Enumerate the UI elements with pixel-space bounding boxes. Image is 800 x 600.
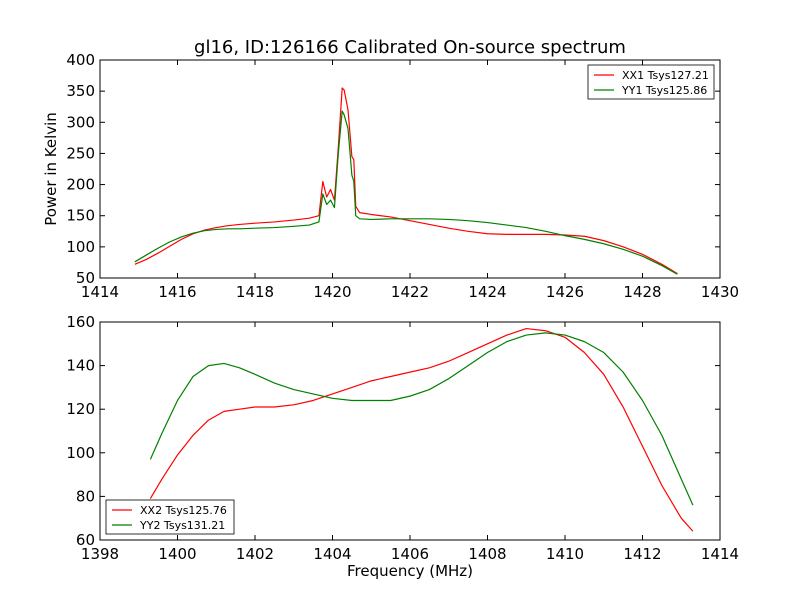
x-tick-label: 1426 <box>546 283 584 301</box>
y-tick-label: 100 <box>66 238 95 256</box>
y-axis-label: Power in Kelvin <box>42 112 60 226</box>
x-tick-label: 1428 <box>623 283 661 301</box>
x-tick-label: 1412 <box>623 545 661 563</box>
x-axis-label: Frequency (MHz) <box>347 562 473 580</box>
y-tick-label: 80 <box>76 487 95 505</box>
x-tick-label: 1420 <box>313 283 351 301</box>
x-tick-label: 1418 <box>236 283 274 301</box>
y-tick-label: 250 <box>66 144 95 162</box>
y-tick-label: 300 <box>66 113 95 131</box>
x-tick-label: 1416 <box>158 283 196 301</box>
x-tick-label: 1424 <box>468 283 506 301</box>
x-tick-label: 1408 <box>468 545 506 563</box>
x-tick-label: 1430 <box>701 283 739 301</box>
x-tick-label: 1398 <box>81 545 119 563</box>
legend-label: YY1 Tsys125.86 <box>621 84 707 97</box>
y-tick-label: 140 <box>66 357 95 375</box>
x-tick-label: 1410 <box>546 545 584 563</box>
legend-label: XX1 Tsys127.21 <box>622 69 709 82</box>
y-tick-label: 200 <box>66 176 95 194</box>
chart-panels: 1414 1416 1418 1420 1422 1424 1426 1428 1430 50 10… <box>42 51 739 580</box>
y-tick-label: 160 <box>66 313 95 331</box>
x-tick-label: 1406 <box>391 545 429 563</box>
series-line-1-2 <box>134 110 678 275</box>
y-tick-label: 50 <box>76 269 95 287</box>
x-tick-label: 1402 <box>236 545 274 563</box>
x-tick-label: 1400 <box>158 545 196 563</box>
chart-panel-1: 1414 1416 1418 1420 1422 1424 1426 1428 1430 50 10… <box>42 51 739 301</box>
y-tick-label: 350 <box>66 82 95 100</box>
series-line-2-2 <box>149 332 694 506</box>
chart-panel-2: 1398 1400 1402 1404 1406 1408 1410 1412 1414 60 80… <box>66 313 739 580</box>
x-tick-label: 1422 <box>391 283 429 301</box>
legend-label: YY2 Tsys131.21 <box>139 519 225 532</box>
x-tick-label: 1414 <box>701 545 739 563</box>
legend-box <box>105 499 235 535</box>
y-tick-label: 120 <box>66 400 95 418</box>
legend-2: XX2 Tsys125.76 YY2 Tsys131.21 <box>105 499 235 535</box>
legend-box <box>587 64 715 100</box>
series-line-2-1 <box>149 327 694 532</box>
y-tick-label: 150 <box>66 207 95 225</box>
legend-1: XX1 Tsys127.21 YY1 Tsys125.86 <box>587 64 715 100</box>
series-line-1-1 <box>134 87 678 275</box>
x-tick-label: 1404 <box>313 545 351 563</box>
y-tick-label: 100 <box>66 444 95 462</box>
y-tick-label: 400 <box>66 51 95 69</box>
x-tick-label: 1414 <box>81 283 119 301</box>
figure-title: gl16, ID:126166 Calibrated On-source spe… <box>194 37 626 58</box>
y-tick-label: 60 <box>76 531 95 549</box>
legend-label: XX2 Tsys125.76 <box>140 504 227 517</box>
